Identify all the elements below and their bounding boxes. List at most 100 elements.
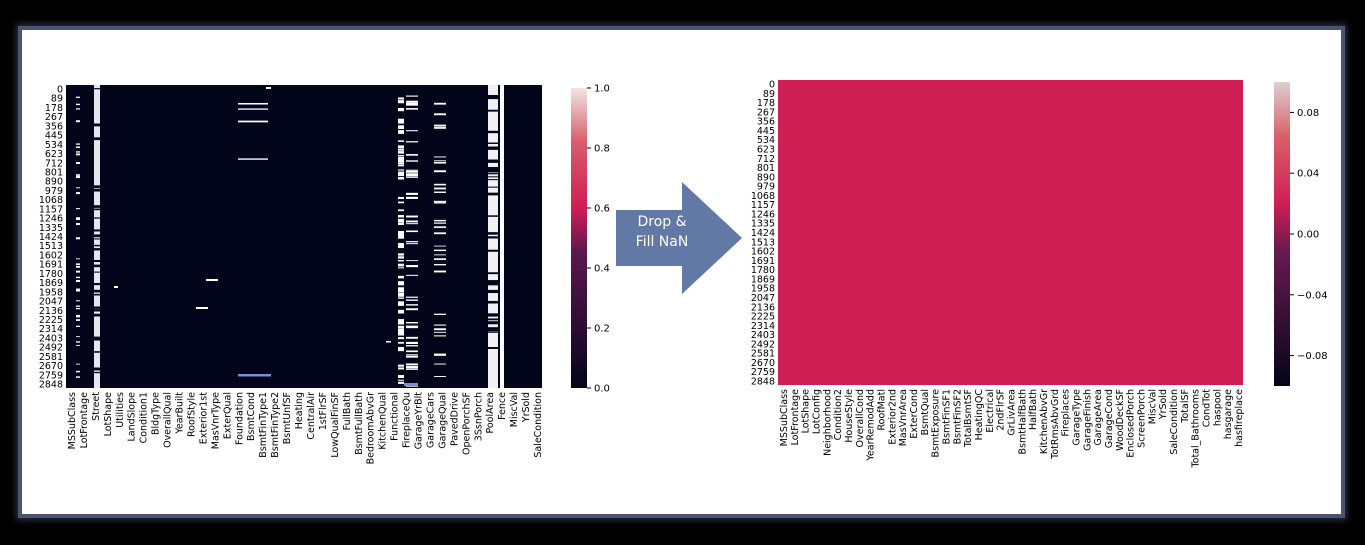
heatmap-before-missing-cell — [94, 351, 100, 353]
heatmap-before-missing-cell — [406, 337, 418, 339]
heatmap-before-missing-cell — [434, 258, 446, 260]
heatmap-before-missing-cell — [76, 308, 80, 310]
heatmap-before-missing-cell — [76, 162, 80, 165]
heatmap-before-column-tick-label: Street — [91, 392, 102, 421]
heatmap-before-missing-cell — [398, 301, 404, 304]
heatmap-before-missing-cell — [488, 167, 498, 171]
heatmap-before-missing-cell — [488, 109, 498, 112]
heatmap-after-column-tick-label: WoodDeckSF — [1115, 389, 1126, 451]
heatmap-before-missing-cell — [434, 263, 446, 266]
heatmap-after-column-tick-label: YrSold — [1158, 389, 1169, 420]
heatmap-before-missing-cell — [398, 107, 404, 112]
heatmap-after-column-tick-label: MasVnrArea — [898, 389, 909, 446]
heatmap-after-row-tick-label: 801 — [757, 163, 775, 174]
heatmap-before-missing-cell — [488, 159, 498, 163]
heatmap-before-missing-cell — [488, 215, 498, 217]
heatmap-before-column-tick-label: GarageQual — [437, 392, 448, 449]
heatmap-after-row-tick-label: 445 — [757, 126, 775, 137]
heatmap-before-missing-cell — [76, 370, 80, 373]
heatmap-before-missing-cell — [398, 346, 404, 350]
heatmap-before-missing-cell — [488, 176, 498, 178]
heatmap-before-missing-cell — [398, 348, 404, 352]
heatmap-before-column-tick-label: BsmtCond — [246, 392, 257, 441]
heatmap-after-row-tick-label: 2670 — [751, 358, 775, 369]
heatmap-before-column-tick-label: BsmtFinType1 — [258, 392, 269, 458]
heatmap-before-missing-cell — [76, 270, 80, 273]
heatmap-before-missing-cell — [206, 279, 218, 281]
heatmap-before-missing-cell — [488, 289, 498, 293]
heatmap-after-row-tick-label: 1068 — [751, 191, 775, 202]
heatmap-before-row-tick-label: 1869 — [39, 278, 63, 289]
heatmap-after-row-tick-label: 178 — [757, 98, 775, 109]
heatmap-before-missing-cell — [406, 265, 418, 268]
heatmap-after-colorbar-tick-label: −0.08 — [1297, 351, 1328, 362]
heatmap-before-missing-cell — [488, 94, 498, 98]
heatmap-before-missing-cell — [398, 367, 404, 370]
heatmap-before-missing-cell — [398, 151, 404, 154]
heatmap-before-colorbar-tick-label: 0.4 — [594, 264, 610, 275]
heatmap-before-missing-cell — [94, 185, 100, 187]
heatmap-after-column-tick-label: LotFrontage — [790, 389, 801, 446]
heatmap-before-missing-cell — [398, 382, 404, 384]
heatmap-before-row-tick-label: 356 — [45, 121, 63, 132]
heatmap-before-row-tick-label: 712 — [45, 158, 63, 169]
heatmap-before-missing-cell — [398, 97, 404, 100]
heatmap-before-missing-cell — [434, 226, 446, 228]
heatmap-before-missing-cell — [398, 125, 404, 127]
heatmap-before-missing-cell — [398, 160, 404, 163]
heatmap-before-missing-cell — [398, 341, 404, 344]
heatmap-before-column-tick-label: 3SsnPorch — [473, 392, 484, 441]
heatmap-before-missing-cell — [196, 307, 208, 309]
heatmap-after-column-tick-label: MSSubClass — [779, 389, 790, 446]
heatmap-before-missing-cell — [434, 324, 446, 326]
heatmap-before-missing-cell — [434, 363, 446, 365]
heatmap-after-column-tick-label: TotRmsAbvGrd — [1050, 389, 1061, 460]
heatmap-before-missing-cell — [434, 102, 446, 105]
heatmap-before-row-tick-label: 979 — [45, 186, 63, 197]
heatmap-before-missing-cell — [94, 229, 100, 232]
heatmap-before-missing-cell — [76, 344, 80, 346]
arrow-label-line1: Drop & — [637, 214, 687, 230]
heatmap-before-missing-cell — [434, 353, 446, 356]
heatmap-before-missing-cell — [406, 160, 418, 162]
heatmap-after-colorbar-tick-label: 0.04 — [1297, 169, 1319, 180]
heatmap-before-missing-cell — [398, 320, 404, 323]
heatmap-before-colorbar-tick-label: 0.2 — [594, 324, 610, 335]
heatmap-before-missing-cell — [398, 169, 404, 171]
heatmap-before-missing-cell — [94, 88, 100, 90]
heatmap-before-missing-cell — [398, 148, 404, 151]
heatmap-before-column-tick-label: BsmtFinType2 — [270, 392, 281, 458]
heatmap-before-missing-cell — [434, 170, 446, 172]
heatmap-before-missing-cell — [434, 183, 446, 186]
heatmap-before-missing-cell — [406, 368, 418, 370]
heatmap-after-column-tick-label: TotalBsmtSF — [963, 389, 974, 448]
heatmap-after-row-tick-label: 712 — [757, 154, 775, 165]
heatmap-before-missing-cell — [94, 205, 100, 208]
heatmap-before-missing-cell — [406, 230, 418, 233]
heatmap-before-missing-cell — [76, 223, 80, 226]
heatmap-before-row-tick-label: 2759 — [39, 370, 63, 381]
heatmap-after-column-tick-label: ScreenPorch — [1137, 389, 1148, 448]
heatmap-after-row-tick-label: 2225 — [751, 312, 775, 323]
heatmap-after-column-tick-label: EnclosedPorch — [1126, 389, 1137, 458]
heatmap-before-column-tick-label: Utilities — [115, 392, 126, 428]
heatmap-after-row-tick-label: 2047 — [751, 293, 775, 304]
heatmap-before-column-tick-label: Fence — [497, 392, 508, 420]
heatmap-before-missing-cell — [406, 192, 418, 195]
heatmap-before-missing-cell — [434, 313, 446, 315]
heatmap-before-missing-cell — [406, 304, 418, 306]
heatmap-after-plot-area — [778, 80, 1243, 385]
heatmap-after-column-tick-label: LotShape — [801, 389, 812, 434]
heatmap-before-row-tick-label: 2403 — [39, 333, 63, 344]
heatmap-after-colorbar-tick-label: 0.00 — [1297, 230, 1319, 241]
heatmap-after-column-tick-label: 2ndFlrSF — [996, 389, 1007, 431]
heatmap-before-missing-cell — [398, 287, 404, 291]
heatmap-before-column-tick-label: CentralAir — [306, 392, 317, 440]
heatmap-before-column-tick-label: BsmtFullBath — [354, 392, 365, 455]
heatmap-before-missing-cell — [76, 187, 80, 189]
heatmap-before-missing-cell — [94, 238, 100, 240]
heatmap-before-missing-cell — [398, 379, 404, 381]
heatmap-before-missing-cell — [488, 331, 498, 333]
heatmap-before-missing-cell — [398, 337, 404, 340]
heatmap-before-missing-cell — [76, 176, 80, 179]
